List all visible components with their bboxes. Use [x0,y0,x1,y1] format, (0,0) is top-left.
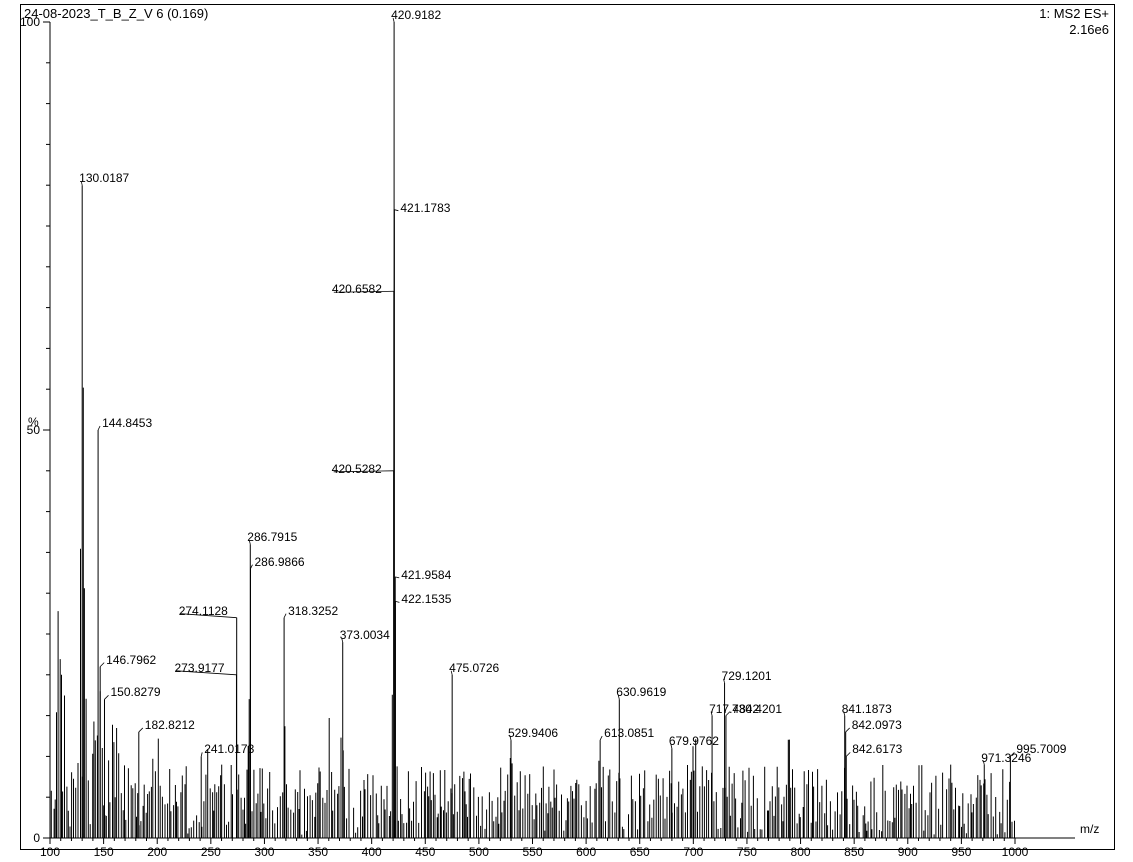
peak-label: 475.0726 [449,661,499,675]
peak-labels-layer: 130.0187 144.8453 146.7962 150.8279 182.8212… [0,0,1133,862]
peak-label: 241.0173 [204,742,254,756]
peak-label: 529.9406 [508,726,558,740]
peak-label: 144.8453 [102,416,152,430]
peak-label: 630.9619 [616,685,666,699]
peak-label: 130.0187 [79,171,129,185]
peak-label: 729.1201 [722,669,772,683]
peak-label: 841.1873 [842,702,892,716]
peak-label: 150.8279 [110,685,160,699]
peak-label: 421.9584 [401,568,451,582]
peak-label: 842.6173 [852,742,902,756]
peak-label: 422.1535 [401,592,451,606]
peak-label: 373.0034 [340,628,390,642]
peak-label: 286.9866 [254,555,304,569]
peak-label: 730.4201 [732,702,782,716]
peak-label: 420.9182 [391,8,441,22]
peak-label: 613.0851 [604,726,654,740]
peak-label: 318.3252 [288,604,338,618]
peak-label: 995.7009 [1016,742,1066,756]
peak-label: 146.7962 [106,653,156,667]
peak-label: 273.9177 [174,661,224,675]
peak-label: 420.6582 [332,282,382,296]
peak-label: 421.1783 [400,201,450,215]
peak-label: 679.9762 [669,734,719,748]
peak-label: 286.7915 [247,530,297,544]
peak-label: 842.0973 [852,718,902,732]
peak-label: 274.1128 [179,604,228,618]
peak-label: 182.8212 [145,718,195,732]
peak-label: 420.5282 [332,462,382,476]
